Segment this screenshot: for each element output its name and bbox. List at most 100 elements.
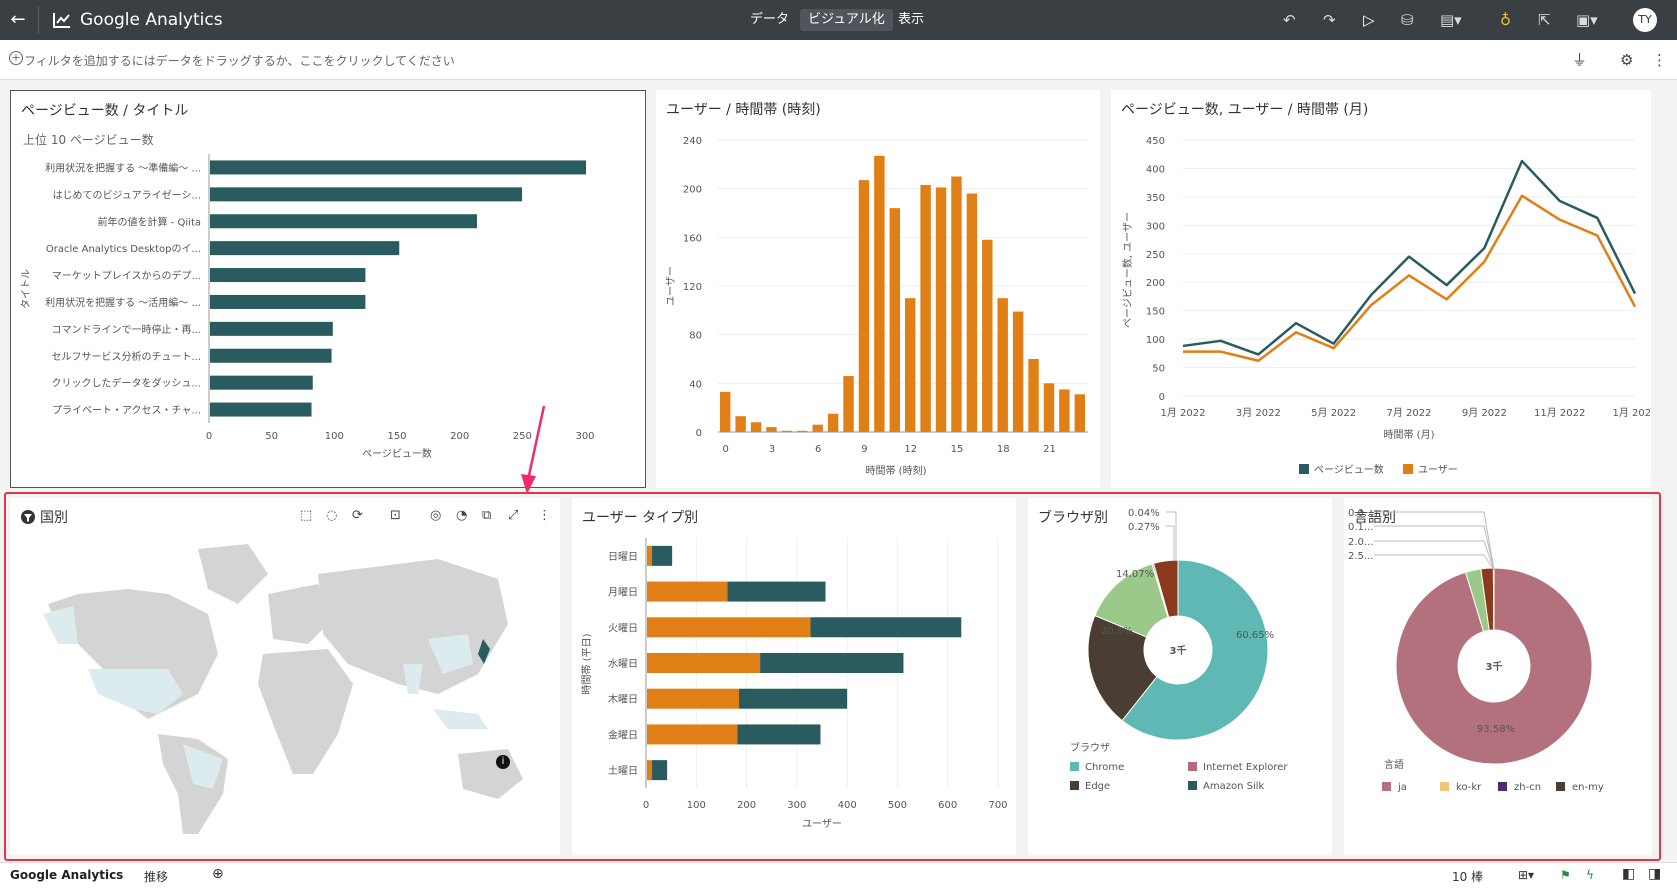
- back-arrow-icon[interactable]: ←: [10, 9, 26, 30]
- bar[interactable]: [920, 185, 931, 432]
- bar-segment[interactable]: [647, 688, 740, 709]
- panel-pv-users-month[interactable]: ページビュー数, ユーザー / 時間帯 (月) 0 50 100 150 200 250 3…: [1111, 90, 1651, 488]
- pie-slice[interactable]: [1492, 567, 1495, 631]
- bar[interactable]: [781, 430, 793, 432]
- brazil[interactable]: [183, 744, 223, 789]
- bar[interactable]: [210, 268, 366, 283]
- info-icon[interactable]: i: [496, 755, 510, 769]
- united-states[interactable]: [88, 669, 183, 714]
- bar[interactable]: [210, 294, 366, 309]
- panel-users-hour[interactable]: ユーザー / 時間帯 (時刻) 0 40 80 120 160 200 240 0 3 6 9 12 1…: [656, 90, 1100, 488]
- japan[interactable]: [478, 639, 490, 664]
- bar[interactable]: [1028, 359, 1039, 432]
- bar-segment[interactable]: [652, 760, 668, 781]
- bar[interactable]: [874, 155, 885, 433]
- filter-bar[interactable]: + フィルタを追加するにはデータをドラッグするか、ここをクリックしてください ⏚…: [0, 40, 1677, 80]
- europe[interactable]: [268, 584, 328, 644]
- panel-right-icon[interactable]: ◨: [1648, 866, 1662, 882]
- undo-icon[interactable]: ↶: [1283, 11, 1296, 29]
- refresh-data-icon[interactable]: ⛁: [1401, 11, 1414, 29]
- add-canvas-icon[interactable]: ⊕: [212, 866, 224, 882]
- bar[interactable]: [812, 424, 823, 432]
- africa[interactable]: [258, 649, 353, 774]
- panel-pageviews-title[interactable]: ページビュー数 / タイトル 上位 10 ページビュー数 0 50 100 150 20…: [10, 90, 646, 488]
- add-filter-icon[interactable]: +: [9, 51, 23, 65]
- bar-segment[interactable]: [739, 688, 848, 709]
- bar[interactable]: [210, 214, 477, 229]
- bar[interactable]: [735, 416, 746, 432]
- calc-icon[interactable]: ⚙: [1620, 51, 1634, 69]
- avatar[interactable]: TY: [1633, 8, 1657, 32]
- bar[interactable]: [210, 402, 312, 417]
- circle-select-icon[interactable]: ◌: [326, 508, 338, 523]
- bar[interactable]: [827, 413, 839, 432]
- filter-placeholder[interactable]: フィルタを追加するにはデータをドラッグするか、ここをクリックしてください: [24, 54, 455, 68]
- bar[interactable]: [843, 376, 854, 432]
- tab-trend[interactable]: 推移: [144, 870, 169, 884]
- bar[interactable]: [997, 298, 1008, 432]
- indonesia[interactable]: [433, 709, 488, 729]
- comment-icon[interactable]: ▤▾: [1440, 11, 1462, 29]
- series-line[interactable]: [1182, 159, 1637, 356]
- maximize-icon[interactable]: ⤢: [508, 508, 519, 523]
- bar[interactable]: [858, 180, 870, 432]
- bar[interactable]: [750, 422, 762, 432]
- bar[interactable]: [905, 298, 916, 432]
- bar[interactable]: [210, 160, 586, 175]
- bar[interactable]: [210, 321, 333, 336]
- greenland[interactable]: [198, 544, 268, 604]
- play-icon[interactable]: ▷: [1363, 11, 1375, 29]
- bar[interactable]: [210, 241, 400, 256]
- more-icon[interactable]: ⋮: [538, 508, 551, 523]
- alaska[interactable]: [43, 606, 78, 644]
- bar[interactable]: [766, 427, 777, 432]
- bar[interactable]: [1043, 383, 1055, 432]
- bar-segment[interactable]: [647, 581, 728, 602]
- pie-slice[interactable]: [1395, 567, 1593, 765]
- grid-icon[interactable]: ⊞▾: [1518, 868, 1535, 882]
- bar[interactable]: [210, 348, 332, 363]
- bar[interactable]: [889, 208, 900, 432]
- pie-slice[interactable]: [1087, 614, 1158, 722]
- tab-google-analytics[interactable]: Google Analytics: [10, 868, 124, 882]
- panel-browser[interactable]: ブラウザ別 3千 60.65% 20.6% 14.07% 0.04% 0.27% ブラウザ C…: [1028, 498, 1332, 855]
- layer-icon[interactable]: ◔: [456, 508, 468, 523]
- bar-segment[interactable]: [647, 653, 761, 673]
- bar-segment[interactable]: [647, 760, 653, 781]
- bar[interactable]: [1059, 389, 1070, 432]
- bar[interactable]: [1074, 394, 1085, 432]
- bar[interactable]: [797, 430, 808, 432]
- bar-segment[interactable]: [647, 724, 738, 745]
- bar[interactable]: [210, 187, 523, 202]
- filter-settings-icon[interactable]: ⏚: [1572, 51, 1588, 69]
- bar[interactable]: [1012, 311, 1024, 432]
- rect-select-icon[interactable]: ⬚: [300, 508, 313, 523]
- lasso-select-icon[interactable]: ⟳: [352, 508, 363, 523]
- tab-present[interactable]: 表示: [898, 12, 925, 27]
- australia[interactable]: [458, 749, 523, 799]
- bar[interactable]: [720, 391, 731, 432]
- copy-icon[interactable]: ⧉: [482, 508, 492, 523]
- redo-icon[interactable]: ↷: [1323, 11, 1336, 29]
- panel-country-map[interactable]: 国別 ⬚ ◌ ⟳ ⊡ ◎ ◔ ⧉ ⤢ ⋮ i: [10, 498, 560, 855]
- tab-visualize[interactable]: ビジュアル化: [800, 9, 893, 31]
- bar-segment[interactable]: [647, 617, 811, 638]
- insight-bulb-icon[interactable]: ♁: [1500, 11, 1511, 29]
- bar-segment[interactable]: [652, 545, 673, 566]
- china[interactable]: [428, 634, 473, 674]
- bar-segment[interactable]: [737, 724, 821, 745]
- more-icon[interactable]: ⋮: [1652, 51, 1667, 69]
- series-line[interactable]: [1183, 194, 1637, 362]
- zoom-fit-icon[interactable]: ⊡: [390, 508, 401, 523]
- lightning-icon[interactable]: ϟ: [1586, 868, 1594, 882]
- bar[interactable]: [935, 187, 947, 432]
- export-icon[interactable]: ⇱: [1538, 11, 1551, 29]
- bar-segment[interactable]: [760, 653, 904, 673]
- tab-data[interactable]: データ: [750, 12, 790, 27]
- save-icon[interactable]: ▣▾: [1576, 11, 1598, 29]
- bar[interactable]: [982, 239, 993, 432]
- bar-segment[interactable]: [647, 545, 653, 566]
- flag-icon[interactable]: ⚑: [1560, 868, 1571, 882]
- world-map[interactable]: [18, 534, 558, 852]
- pie-slice[interactable]: [1121, 559, 1269, 741]
